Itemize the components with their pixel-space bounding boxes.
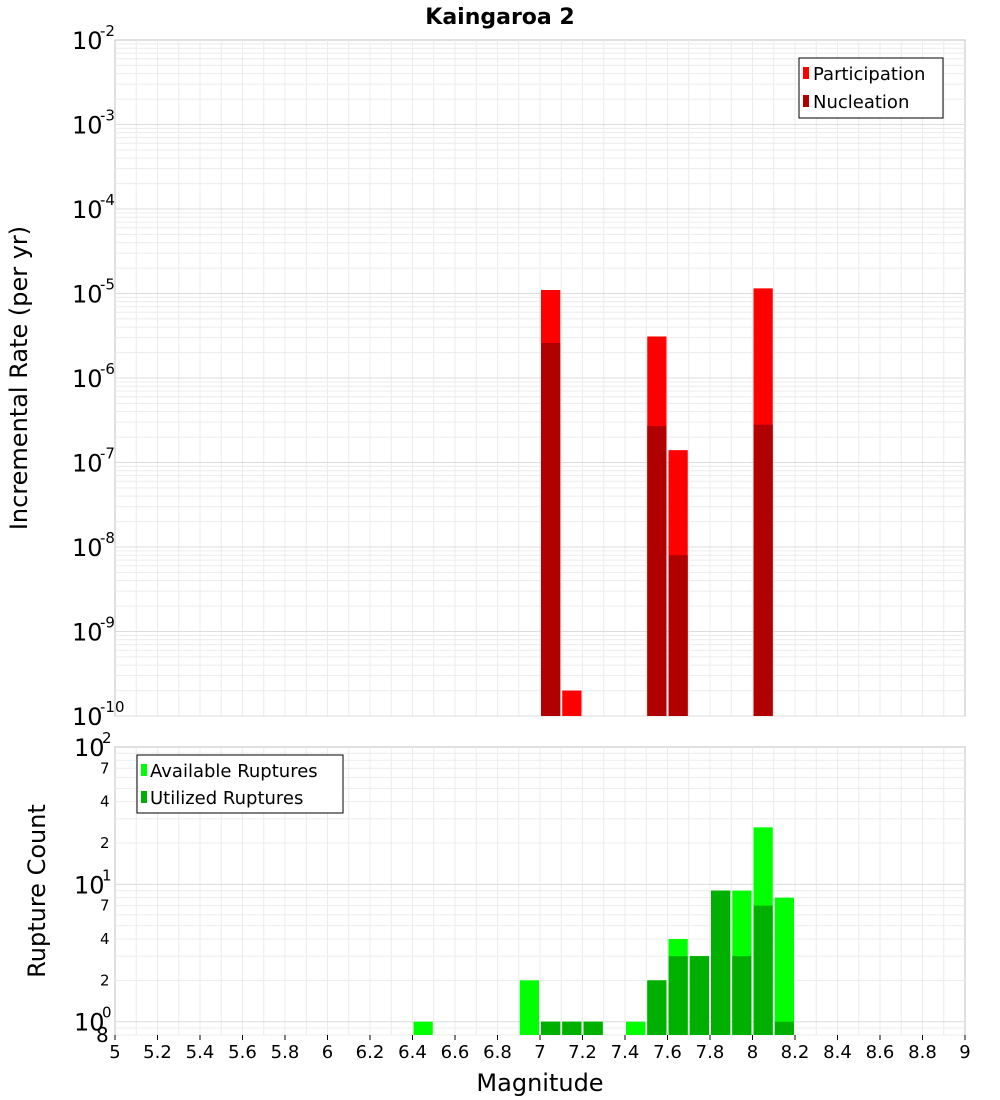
legend-label-available: Available Ruptures: [150, 761, 318, 782]
rate-y-tick-label: 10: [72, 703, 103, 731]
rate-y-tick-label: 10: [72, 619, 103, 647]
rate-bar-nucleation: [668, 555, 688, 716]
count-y-tick-exponent: 1: [102, 866, 112, 884]
count-bar-utilized-ruptures: [711, 890, 731, 1035]
count-legend-box: [136, 754, 344, 814]
x-tick-label: 5.8: [271, 1042, 300, 1063]
rate-bar-nucleation: [541, 342, 561, 716]
count-y-tick-label: 10: [74, 734, 105, 762]
x-tick-label: 7.6: [653, 1042, 682, 1063]
x-tick-label: 8.4: [823, 1042, 852, 1063]
count-bar-utilized-ruptures: [583, 1021, 603, 1035]
count-y-minor-label: 4: [100, 930, 110, 948]
x-tick-label: 5.4: [186, 1042, 215, 1063]
count-bar-utilized-ruptures: [541, 1021, 561, 1035]
legend-label-participation: Participation: [813, 64, 925, 85]
count-y-minor-label: 2: [100, 834, 110, 852]
x-tick-label: 7.4: [611, 1042, 640, 1063]
legend-label-nucleation: Nucleation: [813, 92, 909, 113]
count-bar-utilized-ruptures: [689, 956, 709, 1035]
count-y-tick-label: 10: [74, 871, 105, 899]
count-y-axis-label: Rupture Count: [23, 804, 51, 978]
count-bar-available-ruptures: [626, 1021, 646, 1035]
rate-y-tick-label: 10: [72, 196, 103, 224]
rate-y-tick-label: 10: [72, 112, 103, 140]
legend-label-utilized: Utilized Ruptures: [150, 788, 303, 809]
count-y-minor-label: 2: [100, 971, 110, 989]
rate-legend: Participation Nucleation: [798, 57, 944, 119]
count-bar-utilized-ruptures: [732, 956, 752, 1035]
count-y-minor-label: 4: [100, 793, 110, 811]
rate-y-tick-label: 10: [72, 281, 103, 309]
x-tick-label: 8.8: [908, 1042, 937, 1063]
rate-y-tick-exponent: -8: [100, 529, 115, 547]
rate-y-tick-label: 10: [72, 365, 103, 393]
count-bar-utilized-ruptures: [562, 1021, 582, 1035]
count-bar-utilized-ruptures: [753, 905, 773, 1035]
count-bar-available-ruptures: [413, 1021, 433, 1035]
x-tick-label: 6.4: [398, 1042, 427, 1063]
x-tick-label: 6: [322, 1042, 333, 1063]
rate-y-tick-exponent: -7: [100, 445, 115, 463]
count-legend: Available Ruptures Utilized Ruptures: [136, 754, 344, 814]
x-tick-label: 5.2: [143, 1042, 172, 1063]
legend-swatch-available: [141, 764, 147, 776]
x-tick-label: 7: [534, 1042, 545, 1063]
count-bar-utilized-ruptures: [774, 1021, 794, 1035]
rate-y-tick-label: 10: [72, 450, 103, 478]
rate-y-tick-exponent: -3: [100, 107, 115, 125]
rate-y-tick-exponent: -10: [100, 698, 125, 716]
rate-y-tick-label: 10: [72, 27, 103, 55]
rate-y-ticks: 10-210-310-410-510-610-710-810-910-10: [72, 22, 125, 731]
x-tick-label: 7.2: [568, 1042, 597, 1063]
x-tick-label: 8: [747, 1042, 758, 1063]
rate-y-tick-exponent: -6: [100, 360, 115, 378]
rate-y-axis-label: Incremental Rate (per yr): [5, 226, 33, 530]
count-y-tick-exponent: 2: [102, 729, 112, 747]
rate-bar-nucleation: [753, 424, 773, 716]
rate-y-tick-exponent: -5: [100, 276, 115, 294]
count-y-tick-label: 10: [74, 1009, 105, 1037]
legend-swatch-participation: [803, 67, 809, 79]
chart-title: Kaingaroa 2: [425, 5, 574, 30]
legend-swatch-utilized: [141, 791, 147, 803]
rate-y-tick-label: 10: [72, 534, 103, 562]
rate-plot-panel: 10-210-310-410-510-610-710-810-910-10 In…: [5, 22, 966, 731]
x-tick-label: 5: [109, 1042, 120, 1063]
rate-grid: [115, 40, 965, 717]
rate-bar-nucleation: [647, 426, 667, 716]
count-bar-available-ruptures: [774, 897, 794, 1035]
x-tick-label: 6.6: [441, 1042, 470, 1063]
x-axis-ticks: 5 5.2 5.4 5.6 5.8 6 6.2 6.4 6.6 6.8 7 7.2 7.4 7.6 7.8 8…: [109, 1035, 971, 1063]
count-bar-utilized-ruptures: [668, 956, 688, 1035]
count-bar-available-ruptures: [519, 980, 539, 1035]
count-bar-utilized-ruptures: [647, 980, 667, 1035]
x-axis-label: Magnitude: [476, 1069, 603, 1097]
count-y-minor-label: 7: [100, 759, 110, 777]
x-tick-label: 8.2: [781, 1042, 810, 1063]
count-y-minor-label: 7: [100, 897, 110, 915]
rate-bar-participation: [562, 690, 582, 716]
count-y-tick-exponent: 0: [102, 1004, 112, 1022]
rate-y-tick-exponent: -2: [100, 22, 115, 40]
legend-swatch-nucleation: [803, 95, 809, 107]
x-tick-label: 5.6: [228, 1042, 257, 1063]
rate-y-tick-exponent: -9: [100, 614, 115, 632]
rate-y-tick-exponent: -4: [100, 191, 115, 209]
count-bars: [413, 827, 794, 1035]
rate-bars: [541, 288, 773, 716]
x-tick-label: 7.8: [696, 1042, 725, 1063]
count-y-minor-label: 8: [96, 1023, 109, 1047]
x-tick-label: 6.8: [483, 1042, 512, 1063]
x-tick-label: 8.6: [866, 1042, 895, 1063]
x-tick-label: 6.2: [356, 1042, 385, 1063]
rate-legend-box: [798, 57, 944, 119]
x-tick-label: 9: [959, 1042, 970, 1063]
